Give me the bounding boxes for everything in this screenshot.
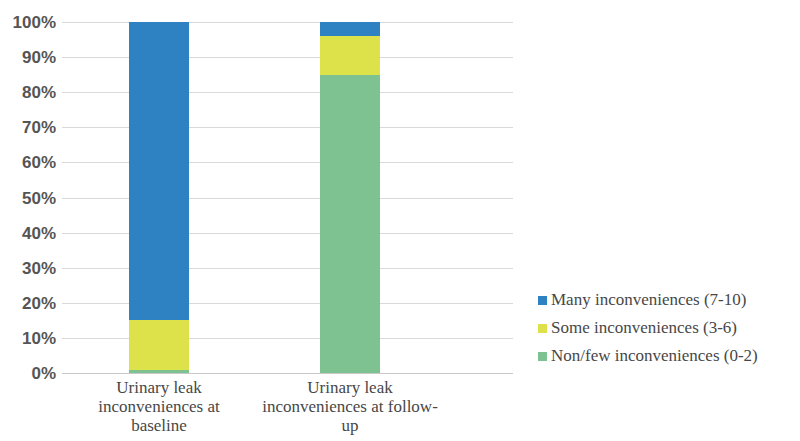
legend-swatch-icon [538,324,547,333]
legend-label: Non/few inconveniences (0-2) [551,346,758,366]
stacked-bar [320,22,380,373]
legend-swatch-icon [538,296,547,305]
y-axis-tick-label: 20% [8,294,56,311]
bar-segment [320,75,380,373]
stacked-bar-chart: 100%90%80%70%60%50%40%30%20%10%0% Urinar… [0,0,800,441]
chart-legend: Many inconveniences (7-10) Some inconveni… [538,286,758,370]
bar-segment [129,370,189,374]
bar-segment [320,22,380,36]
category-label-line: up [220,416,480,435]
bar-segment [129,320,189,369]
y-axis-tick-label: 30% [8,259,56,276]
legend-swatch-icon [538,352,547,361]
category-label-line: inconveniences at follow- [220,397,480,416]
y-axis-tick-label: 50% [8,189,56,206]
y-axis-tick-label: 40% [8,224,56,241]
bar-segment [320,36,380,75]
stacked-bar [129,22,189,373]
bar-segment [129,22,189,320]
y-axis-tick-label: 90% [8,49,56,66]
y-axis-tick-label: 10% [8,329,56,346]
x-axis-line [62,373,513,374]
y-axis-tick-label: 60% [8,154,56,171]
y-axis-tick-label: 70% [8,119,56,136]
category-label-line: Urinary leak [220,378,480,397]
y-axis-tick-label: 100% [8,14,56,31]
legend-label: Some inconveniences (3-6) [551,318,737,338]
legend-item: Some inconveniences (3-6) [538,314,758,342]
legend-item: Non/few inconveniences (0-2) [538,342,758,370]
category-label: Urinary leakinconveniences at follow-up [220,378,480,435]
legend-label: Many inconveniences (7-10) [551,290,746,310]
legend-item: Many inconveniences (7-10) [538,286,758,314]
y-axis-tick-label: 80% [8,84,56,101]
